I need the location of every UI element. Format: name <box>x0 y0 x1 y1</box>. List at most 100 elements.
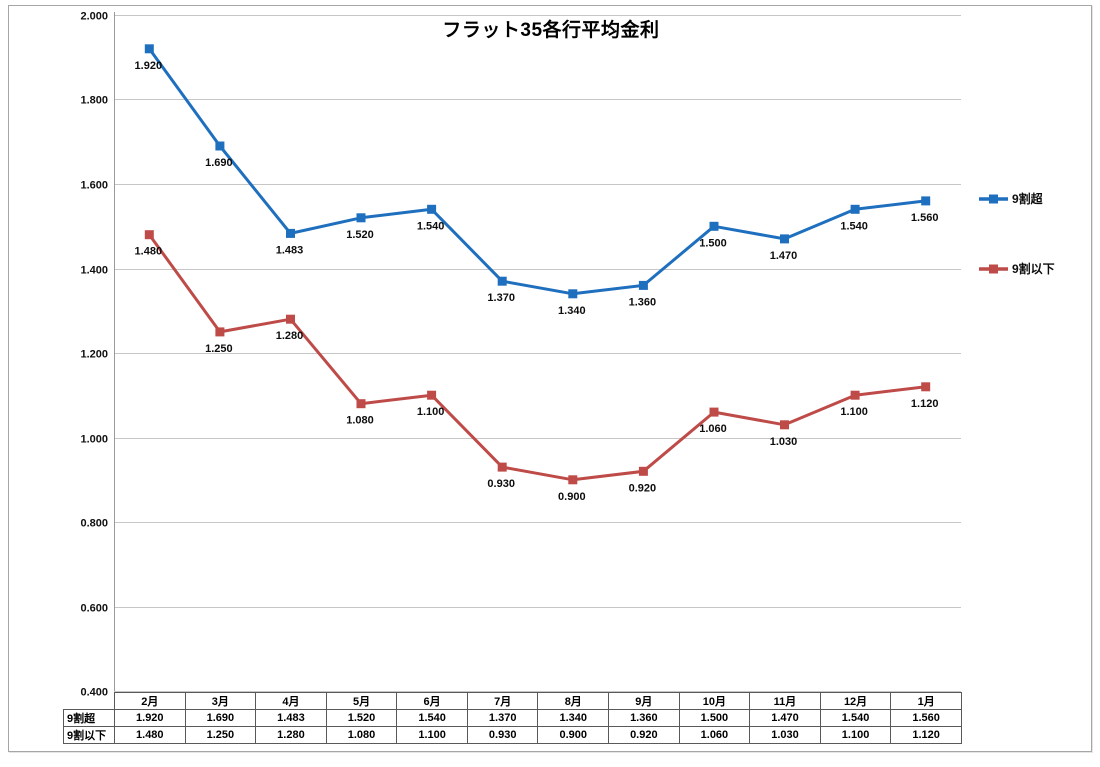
data-point-label: 1.250 <box>205 343 233 355</box>
data-point-marker <box>427 390 437 400</box>
data-point-label: 1.520 <box>346 229 374 241</box>
data-point-label: 0.930 <box>487 478 515 490</box>
line-chart: 2.000 1.800 1.600 1.400 1.200 1.000 0.800 0.600… <box>80 11 1055 699</box>
table-corner-cell <box>64 693 115 710</box>
data-point-label: 1.370 <box>487 292 515 304</box>
data-point-marker <box>286 314 295 324</box>
table-col-header: 2月 <box>114 692 186 710</box>
table-cell: 0.920 <box>608 726 680 744</box>
table-col-header: 1月 <box>890 692 962 710</box>
data-point-label: 1.500 <box>699 237 727 249</box>
y-axis-tick-label: 2.000 <box>80 11 108 23</box>
data-point-label: 1.340 <box>558 305 586 317</box>
legend-marker <box>989 194 998 204</box>
table-cell: 0.900 <box>537 726 610 744</box>
table-cell: 1.920 <box>114 709 186 727</box>
data-point-marker <box>850 204 860 214</box>
data-point-marker <box>709 407 719 417</box>
data-point-marker <box>144 44 154 54</box>
table-col-header: 4月 <box>255 692 327 710</box>
table-cell: 1.340 <box>537 709 610 727</box>
table-col-header: 12月 <box>819 692 892 710</box>
data-table: 2月 3月 4月 5月 6月 7月 8月 9月 10月 11月 12月 1月 9割超 1.920 1.690… <box>63 692 962 744</box>
data-point-label: 0.900 <box>558 491 586 503</box>
table-cell: 1.690 <box>184 709 257 727</box>
data-point-marker <box>780 420 789 430</box>
table-cell: 1.483 <box>255 709 327 727</box>
data-point-marker <box>144 230 154 240</box>
table-cell: 1.500 <box>678 709 751 727</box>
table-col-header: 10月 <box>678 692 751 710</box>
table-cell: 1.100 <box>819 726 892 744</box>
table-cell: 1.540 <box>396 709 468 727</box>
y-axis-tick-label: 1.000 <box>80 434 108 446</box>
data-point-label: 1.080 <box>346 415 374 427</box>
y-axis-tick-label: 1.400 <box>80 265 108 277</box>
table-header-row: 2月 3月 4月 5月 6月 7月 8月 9月 10月 11月 12月 1月 <box>64 692 962 710</box>
legend-item-label: 9割以下 <box>1012 261 1055 276</box>
legend-item-label: 9割超 <box>1012 191 1044 206</box>
table-cell: 1.120 <box>890 726 962 744</box>
table-cell: 1.030 <box>749 726 821 744</box>
table-row: 9割以下 1.480 1.250 1.280 1.080 1.100 0.930 0.900 0… <box>63 726 962 744</box>
series-line-1 <box>147 47 928 296</box>
table-cell: 0.930 <box>466 726 539 744</box>
data-point-label: 1.360 <box>629 296 657 308</box>
data-point-marker <box>638 280 648 290</box>
table-cell: 1.250 <box>184 726 257 744</box>
table-col-header: 8月 <box>537 692 610 710</box>
table-cell: 1.280 <box>255 726 327 744</box>
data-point-label: 1.120 <box>911 398 939 410</box>
table-cell: 1.560 <box>890 709 962 727</box>
series-line-2 <box>147 233 928 482</box>
data-point-marker <box>215 327 225 337</box>
data-point-label: 1.060 <box>699 423 727 435</box>
table-row-header: 9割超 <box>63 709 115 727</box>
data-point-label: 1.100 <box>840 406 868 418</box>
data-point-label: 1.280 <box>276 330 304 342</box>
table-col-header: 7月 <box>466 692 539 710</box>
data-point-marker <box>850 390 860 400</box>
table-cell: 1.540 <box>819 709 892 727</box>
table-col-header: 9月 <box>608 692 680 710</box>
table-cell: 1.060 <box>678 726 751 744</box>
table-cell: 1.520 <box>325 709 398 727</box>
table-col-header: 6月 <box>396 692 468 710</box>
table-col-header: 5月 <box>325 692 398 710</box>
legend-marker <box>989 264 998 274</box>
y-axis-tick-label: 0.800 <box>80 518 108 530</box>
data-point-label: 1.560 <box>911 212 939 224</box>
data-point-label: 1.470 <box>770 250 798 262</box>
table-cell: 1.480 <box>114 726 186 744</box>
y-axis-tick-label: 1.600 <box>80 180 108 192</box>
table-cell: 1.470 <box>749 709 821 727</box>
data-point-marker <box>215 141 225 151</box>
table-cell: 1.370 <box>466 709 539 727</box>
data-point-marker <box>497 462 507 472</box>
table-cell: 1.100 <box>396 726 468 744</box>
data-point-marker <box>921 382 931 392</box>
data-point-marker <box>921 196 931 206</box>
table-cell: 1.080 <box>325 726 398 744</box>
data-point-label: 1.483 <box>276 244 304 256</box>
data-point-marker <box>356 213 366 223</box>
data-point-label: 1.540 <box>417 220 445 232</box>
y-axis-tick-label: 0.400 <box>80 687 108 699</box>
data-point-label: 1.690 <box>205 157 233 169</box>
y-axis-tick-label: 1.200 <box>80 349 108 361</box>
data-point-marker <box>568 475 578 485</box>
chart-title: フラット35各行平均金利 <box>442 20 660 41</box>
y-axis-tick-label: 1.800 <box>80 95 108 107</box>
data-point-marker <box>427 204 437 214</box>
table-cell: 1.360 <box>608 709 680 727</box>
data-point-marker <box>497 276 507 286</box>
data-point-label: 1.480 <box>135 246 163 258</box>
data-point-label: 0.920 <box>629 482 657 494</box>
data-point-label: 1.100 <box>417 406 445 418</box>
y-axis-tick-label: 0.600 <box>80 603 108 615</box>
table-row-header: 9割以下 <box>63 726 115 744</box>
table-col-header: 11月 <box>749 692 821 710</box>
table-col-header: 3月 <box>184 692 257 710</box>
data-point-marker <box>638 466 648 476</box>
